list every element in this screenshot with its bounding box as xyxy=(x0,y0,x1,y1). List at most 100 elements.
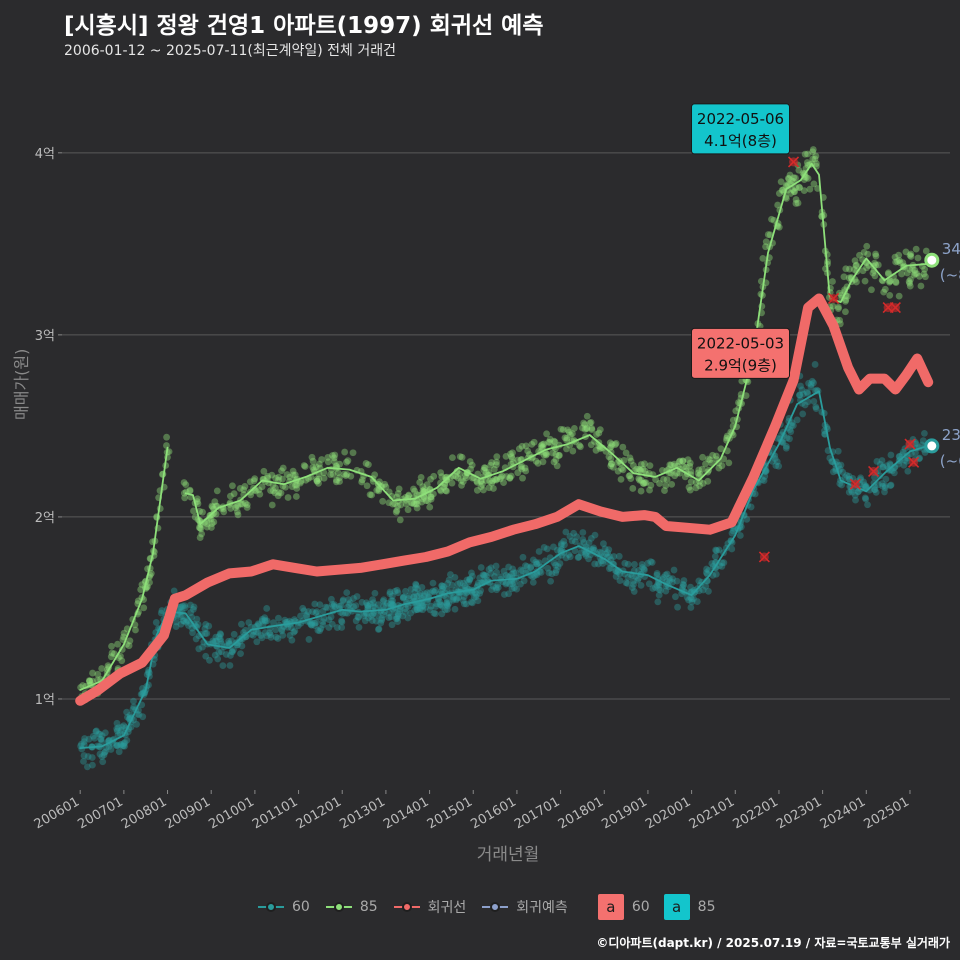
deal-point-85 xyxy=(405,492,412,500)
deal-point-60 xyxy=(445,576,453,584)
deal-point-60 xyxy=(438,582,446,590)
deal-point-85 xyxy=(675,458,683,466)
deal-point-85 xyxy=(362,460,370,467)
deal-point-60 xyxy=(493,586,500,594)
deal-point-60 xyxy=(80,757,87,765)
deal-point-85 xyxy=(488,479,496,487)
deal-point-60 xyxy=(804,398,812,406)
deal-point-85 xyxy=(196,524,204,532)
deal-point-60 xyxy=(861,494,869,502)
deal-point-60 xyxy=(157,609,165,617)
deal-point-60 xyxy=(782,442,790,450)
deal-point-60 xyxy=(693,598,701,605)
deal-point-60 xyxy=(529,578,537,586)
deal-point-85 xyxy=(850,266,858,273)
deal-point-85 xyxy=(886,277,894,285)
deal-point-85 xyxy=(264,474,271,482)
deal-point-60 xyxy=(311,619,319,627)
deal-point-60 xyxy=(278,627,286,635)
deal-point-60 xyxy=(320,615,328,622)
highlight-deal-cross xyxy=(868,465,880,477)
deal-point-85 xyxy=(416,478,424,486)
deal-point-60 xyxy=(344,609,351,617)
deal-point-60 xyxy=(353,593,361,600)
deal-point-85 xyxy=(718,462,726,470)
deal-point-85 xyxy=(911,266,919,274)
deal-point-85 xyxy=(396,516,404,524)
deal-point-60 xyxy=(463,576,471,584)
deal-point-60 xyxy=(635,567,643,574)
deal-point-85 xyxy=(899,259,907,267)
deal-point-85 xyxy=(715,464,723,472)
deal-point-85 xyxy=(892,258,900,266)
deal-point-85 xyxy=(334,469,342,477)
deal-point-85 xyxy=(860,248,868,256)
deal-point-85 xyxy=(284,494,292,501)
annotation-value: 4.1억(8층) xyxy=(704,132,777,150)
deal-point-60 xyxy=(78,740,85,748)
deal-point-85 xyxy=(606,439,614,447)
annotation-value: 2.9억(9층) xyxy=(704,356,777,374)
deal-point-85 xyxy=(637,477,645,484)
deal-point-85 xyxy=(809,155,817,163)
deal-point-85 xyxy=(637,467,645,475)
deal-point-85 xyxy=(508,453,515,461)
mark-layer xyxy=(758,156,920,563)
deal-point-85 xyxy=(553,462,561,470)
deal-point-85 xyxy=(147,570,155,577)
deal-point-60 xyxy=(258,617,266,625)
deal-point-85 xyxy=(199,508,206,516)
deal-point-60 xyxy=(421,590,429,598)
deal-point-60 xyxy=(527,563,535,571)
deal-point-60 xyxy=(862,495,870,503)
deal-point-85 xyxy=(349,449,357,457)
deal-point-60 xyxy=(286,632,294,639)
deal-point-85 xyxy=(258,483,266,491)
deal-point-85 xyxy=(642,479,650,487)
deal-point-85 xyxy=(518,465,526,473)
deal-point-60 xyxy=(399,612,407,620)
deal-point-60 xyxy=(328,620,336,628)
deal-point-60 xyxy=(451,605,459,613)
deal-point-60 xyxy=(535,559,543,567)
deal-point-60 xyxy=(98,732,106,740)
deal-point-85 xyxy=(440,483,448,491)
deal-point-85 xyxy=(914,254,922,262)
deal-point-85 xyxy=(246,478,254,486)
deal-point-60 xyxy=(519,553,527,561)
deal-point-60 xyxy=(455,594,463,601)
deal-point-60 xyxy=(789,422,797,430)
deal-point-85 xyxy=(382,483,390,491)
deal-point-85 xyxy=(742,392,750,399)
deal-point-60 xyxy=(648,559,656,566)
deal-point-60 xyxy=(319,621,327,629)
deal-point-60 xyxy=(522,562,529,570)
deal-point-85 xyxy=(489,477,496,485)
deal-point-85 xyxy=(424,497,432,505)
deal-point-60 xyxy=(386,588,394,596)
deal-point-60 xyxy=(552,569,560,577)
deal-point-85 xyxy=(180,479,188,486)
deal-point-85 xyxy=(835,303,842,311)
deal-point-60 xyxy=(566,553,574,561)
highlight-deal-cross xyxy=(849,478,861,490)
legend-item-forecast: 회귀예측 xyxy=(482,897,568,917)
deal-point-85 xyxy=(241,499,249,507)
deal-point-60 xyxy=(443,594,451,602)
deal-point-60 xyxy=(713,547,721,554)
deal-point-85 xyxy=(220,508,228,516)
deal-point-60 xyxy=(798,386,806,394)
deal-point-60 xyxy=(508,570,516,578)
deal-point-60 xyxy=(380,602,387,610)
deal-point-60 xyxy=(85,735,93,743)
deal-point-85 xyxy=(385,499,393,507)
deal-point-85 xyxy=(836,316,844,324)
deal-point-85 xyxy=(497,473,505,481)
deal-point-60 xyxy=(308,619,316,627)
deal-point-85 xyxy=(493,475,501,483)
deal-point-85 xyxy=(622,449,630,457)
deal-point-60 xyxy=(453,595,461,602)
deal-point-85 xyxy=(517,463,525,471)
deal-point-85 xyxy=(783,181,791,189)
deal-point-85 xyxy=(138,581,146,589)
